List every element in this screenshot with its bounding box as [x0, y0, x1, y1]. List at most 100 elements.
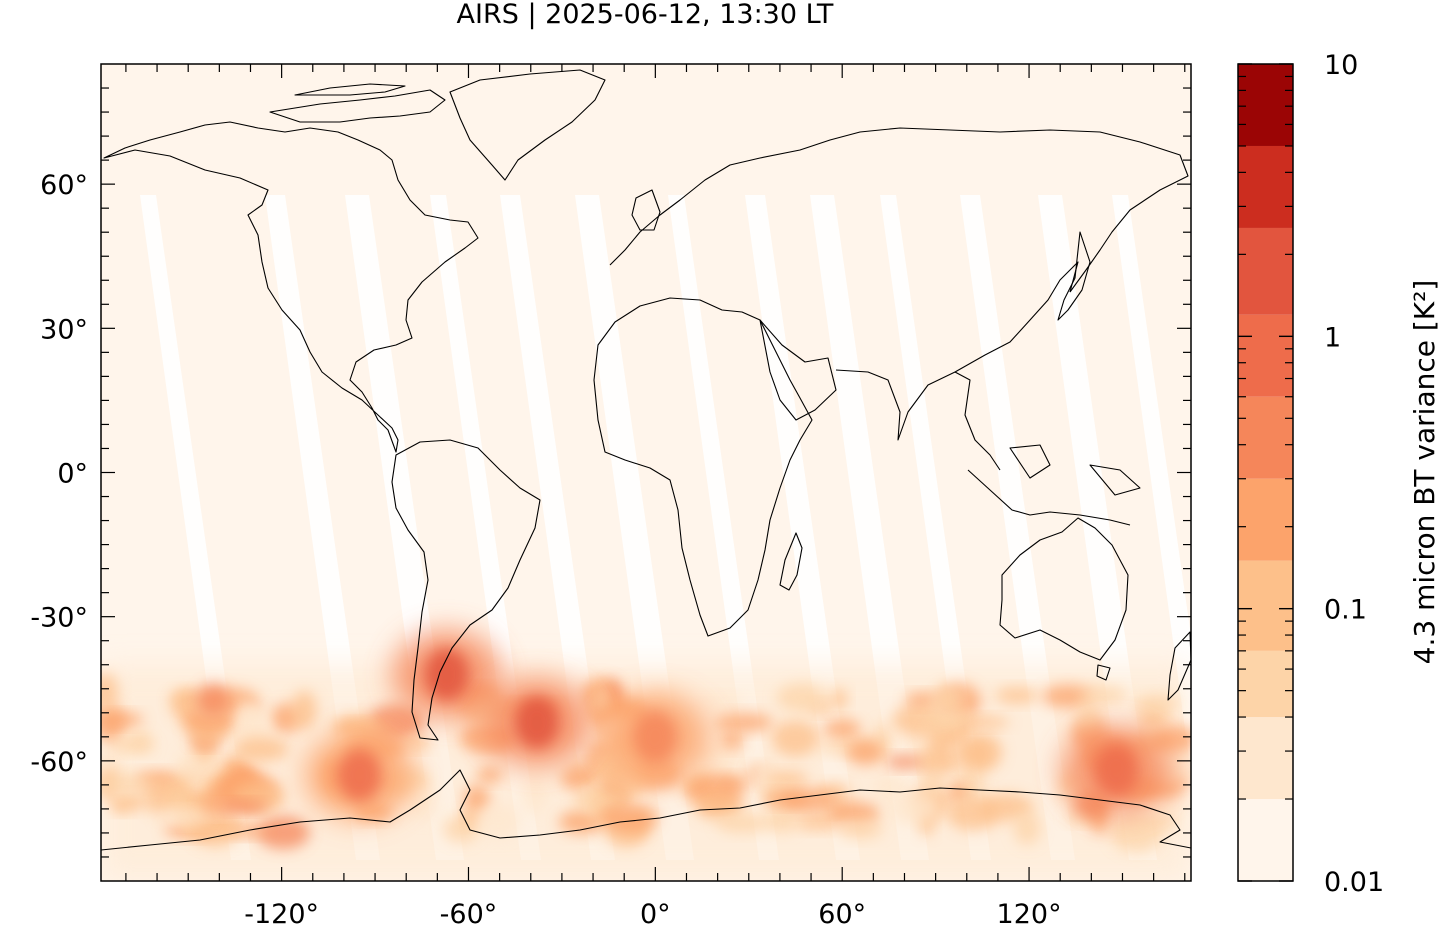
variance-cell — [521, 774, 548, 814]
coastline-madagascar — [779, 532, 803, 591]
variance-hotspot — [1094, 744, 1139, 797]
variance-cell — [291, 690, 317, 729]
variance-cell — [593, 685, 611, 714]
variance-cell — [762, 808, 800, 833]
figure-title: AIRS | 2025-06-12, 13:30 LT — [456, 0, 834, 30]
axis-ticks — [101, 64, 1191, 881]
variance-cell — [101, 672, 119, 712]
variance-cell — [182, 708, 236, 733]
variance-cell — [918, 711, 970, 731]
colorbar-level — [1238, 227, 1293, 315]
coastline-antarctica — [101, 769, 1191, 851]
variance-cell — [101, 712, 145, 727]
variance-field — [101, 629, 1191, 881]
variance-cell — [837, 820, 883, 839]
colorbar-level — [1238, 799, 1293, 881]
colorbar-blocks — [1238, 64, 1293, 881]
coastline-british-isles — [631, 189, 661, 231]
variance-hotspot — [633, 710, 678, 763]
variance-cell — [129, 731, 152, 751]
colorbar-level — [1238, 145, 1293, 228]
colorbar-tick-label: 0.01 — [1324, 867, 1384, 898]
variance-cell — [233, 736, 289, 762]
coastline-new-zealand — [1167, 631, 1191, 701]
colorbar-level — [1238, 560, 1293, 651]
coastline-australia — [999, 517, 1129, 661]
colorbar-tick-label: 10 — [1324, 50, 1358, 81]
variance-cell — [560, 766, 600, 791]
coastline-indonesia — [967, 469, 1131, 526]
coastline-africa — [593, 297, 813, 637]
colorbar-label: 4.3 micron BT variance [K²] — [1408, 280, 1441, 665]
colorbar-level — [1238, 396, 1293, 479]
variance-cell — [927, 722, 954, 761]
variance-cell — [873, 773, 909, 801]
variance-cell — [409, 786, 438, 821]
variance-cell — [886, 755, 922, 769]
variance-cell — [1077, 703, 1101, 732]
lon-tick-label: 0° — [640, 899, 671, 930]
variance-cell — [461, 809, 482, 827]
variance-cell — [718, 775, 748, 793]
lat-tick-label: 30° — [40, 314, 88, 345]
variance-cell — [256, 815, 310, 850]
coastline-arctic-islands — [269, 89, 446, 123]
variance-cell — [995, 687, 1039, 704]
coastline-greenland — [449, 69, 606, 181]
variance-cell — [700, 694, 744, 709]
variance-cell — [1133, 693, 1180, 715]
axis-labels: -120° -60° 0° 60° 120° 60° 30° 0° -30° -60° — [30, 170, 1061, 930]
map-area — [101, 64, 1191, 881]
variance-cell — [767, 771, 810, 788]
coastline-europe — [609, 127, 1189, 293]
variance-cell — [714, 712, 773, 732]
colorbar-level — [1238, 650, 1293, 718]
coastline-north-america — [103, 121, 479, 453]
colorbar-level — [1238, 717, 1293, 800]
lat-tick-label: 60° — [40, 170, 88, 201]
lon-tick-label: -60° — [440, 899, 498, 930]
variance-cell — [1079, 685, 1128, 704]
variance-cell — [112, 793, 148, 811]
lon-tick-label: -120° — [244, 899, 319, 930]
variance-hotspot — [424, 648, 469, 701]
colorbar-tick-label: 1 — [1324, 322, 1341, 353]
colorbar-ticks: 0.01 0.1 1 10 — [1238, 50, 1384, 898]
coastlines — [101, 69, 1191, 851]
lon-tick-label: 60° — [818, 899, 866, 930]
variance-cell — [931, 685, 964, 716]
variance-cell — [822, 719, 862, 738]
variance-cell — [170, 790, 187, 812]
variance-cell — [101, 773, 152, 794]
variance-cell — [780, 790, 839, 812]
colorbar-frame — [1237, 63, 1294, 882]
colorbar: 0.01 0.1 1 10 4.3 micron BT variance [K²] — [1237, 50, 1441, 898]
variance-cell — [1143, 813, 1179, 829]
variance-cell — [1013, 811, 1041, 846]
variance-cell — [599, 803, 659, 833]
variance-cell — [830, 688, 848, 710]
variance-cell — [222, 800, 268, 813]
variance-cell — [771, 720, 819, 757]
variance-hotspot — [337, 749, 382, 802]
variance-cell — [954, 739, 991, 770]
colorbar-tick-label: 0.1 — [1324, 595, 1367, 626]
variance-cell — [947, 796, 999, 831]
colorbar-level — [1238, 64, 1293, 146]
lat-tick-label: -60° — [30, 747, 88, 778]
coastline-asia — [759, 319, 837, 421]
variance-cell — [464, 784, 491, 815]
variance-cell — [922, 773, 944, 791]
variance-cell — [776, 683, 829, 712]
colorbar-level — [1238, 478, 1293, 561]
lon-tick-label: 120° — [997, 899, 1062, 930]
variance-hotspot — [515, 696, 559, 749]
variance-cell — [402, 736, 432, 751]
swath-gap — [1112, 195, 1191, 773]
variance-cell — [196, 683, 229, 718]
variance-cell — [716, 813, 770, 834]
variance-cell — [156, 809, 212, 825]
coastline-south-america — [391, 439, 541, 741]
lat-tick-label: 0° — [57, 459, 88, 490]
variance-cell — [794, 813, 841, 831]
